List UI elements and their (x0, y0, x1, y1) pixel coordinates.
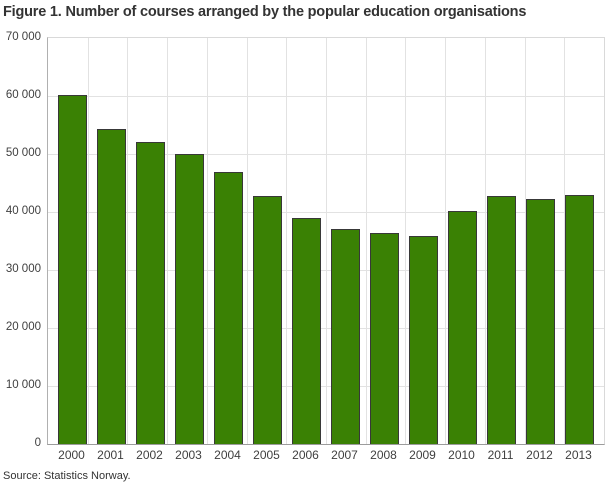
bar-2003 (175, 154, 204, 444)
x-tick-label: 2005 (253, 448, 280, 462)
bar-column-2009 (404, 38, 443, 444)
x-tick-label: 2009 (409, 448, 436, 462)
v-gridline (246, 38, 248, 444)
y-axis: 0 10 000 20 000 30 000 40 000 50 000 60 000 70 … (0, 31, 41, 449)
source-note: Source: Statistics Norway. (3, 470, 131, 482)
y-tick-label: 20 000 (5, 321, 41, 333)
bar-2001 (97, 128, 126, 444)
bar-2000 (58, 95, 87, 444)
v-gridline (365, 38, 367, 444)
bar-column-2011 (482, 38, 521, 444)
x-tick-label: 2001 (97, 448, 124, 462)
v-gridline (564, 38, 566, 444)
bar-column-2013 (560, 38, 599, 444)
x-tick-label: 2002 (136, 448, 163, 462)
y-tick-label: 60 000 (5, 89, 41, 101)
v-gridline (326, 38, 327, 444)
bar-2007 (331, 228, 360, 444)
bar-2008 (370, 232, 399, 444)
v-gridline (87, 38, 89, 444)
bar-column-2000 (53, 38, 92, 444)
bar-column-2001 (92, 38, 131, 444)
bar-2004 (214, 172, 243, 444)
x-tick-label: 2006 (292, 448, 319, 462)
x-tick-label: 2008 (370, 448, 397, 462)
y-tick-label: 40 000 (5, 205, 41, 217)
bar-2012 (526, 199, 555, 444)
bar-column-2012 (521, 38, 560, 444)
v-gridline (286, 38, 288, 444)
v-gridline (445, 38, 447, 444)
v-gridline (524, 38, 526, 444)
x-tick-label: 2012 (526, 448, 553, 462)
y-tick-label: 70 000 (5, 31, 41, 43)
chart-title: Figure 1. Number of courses arranged by … (3, 4, 527, 20)
v-gridline (484, 38, 486, 444)
bar-2011 (487, 196, 516, 444)
v-gridline (127, 38, 129, 444)
bars-layer (48, 38, 604, 444)
bar-column-2010 (443, 38, 482, 444)
x-tick-label: 2007 (331, 448, 358, 462)
x-axis: 2000 2001 2002 2003 2004 2005 2006 2007 2008 2009… (47, 448, 603, 462)
x-tick-label: 2011 (487, 448, 514, 462)
x-tick-label: 2000 (58, 448, 85, 462)
bar-column-2008 (365, 38, 404, 444)
x-tick-label: 2010 (448, 448, 475, 462)
bar-2010 (448, 210, 477, 444)
bar-2002 (136, 141, 165, 444)
bar-2006 (292, 218, 321, 444)
bar-2013 (565, 194, 594, 444)
bar-column-2006 (287, 38, 326, 444)
x-tick-label: 2004 (214, 448, 241, 462)
bar-column-2007 (326, 38, 365, 444)
y-tick-label: 30 000 (5, 263, 41, 275)
y-tick-label: 0 (34, 437, 41, 449)
x-tick-label: 2013 (565, 448, 592, 462)
v-gridline (405, 38, 407, 444)
v-gridline (167, 38, 169, 444)
y-tick-label: 50 000 (5, 147, 41, 159)
bar-2009 (409, 235, 438, 444)
bar-column-2003 (170, 38, 209, 444)
gridlines (48, 38, 604, 444)
v-gridline (206, 38, 208, 444)
bar-column-2004 (209, 38, 248, 444)
bar-column-2002 (131, 38, 170, 444)
bar-column-2005 (248, 38, 287, 444)
plot-area (47, 37, 605, 445)
bar-2005 (253, 195, 282, 444)
y-tick-label: 10 000 (5, 379, 41, 391)
x-tick-label: 2003 (175, 448, 202, 462)
